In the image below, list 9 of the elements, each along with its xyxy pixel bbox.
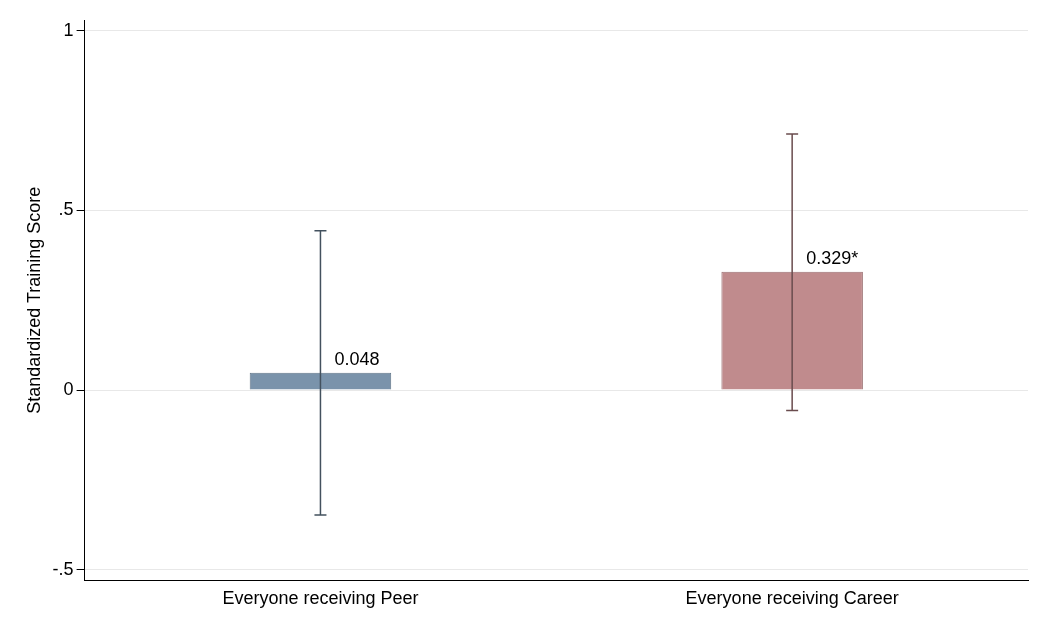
data-label: 0.329* bbox=[806, 247, 859, 268]
data-label: 0.048 bbox=[334, 348, 380, 369]
y-tick-label: -.5 bbox=[52, 558, 74, 579]
y-tick-label: 1 bbox=[63, 19, 74, 40]
y-axis-title: Standardized Training Score bbox=[23, 186, 44, 414]
y-tick-label: 0 bbox=[63, 378, 74, 399]
x-tick-label: Everyone receiving Peer bbox=[222, 588, 419, 609]
y-tick-label: .5 bbox=[58, 199, 74, 220]
x-tick-label: Everyone receiving Career bbox=[685, 588, 899, 609]
